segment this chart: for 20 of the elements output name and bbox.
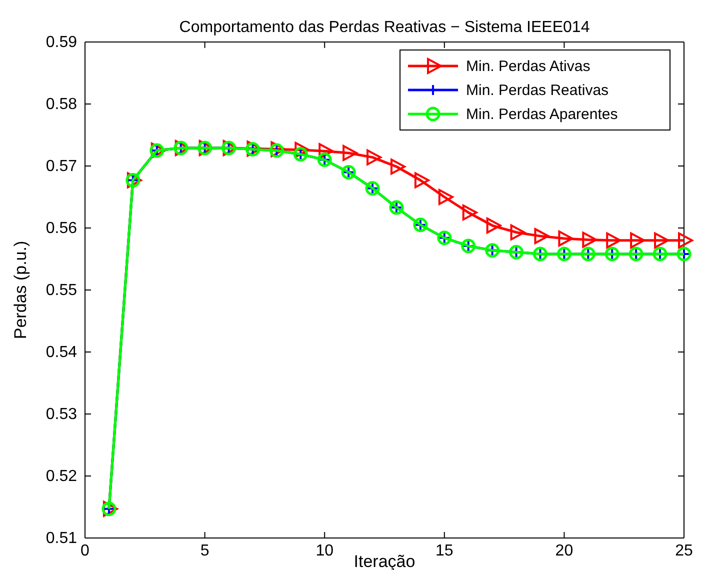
x-tick-label: 20 <box>555 542 574 560</box>
y-tick-label: 0.52 <box>46 468 78 486</box>
y-tick-label: 0.59 <box>46 34 78 52</box>
x-tick-label: 15 <box>436 542 454 560</box>
x-tick-label: 10 <box>316 542 334 560</box>
y-tick-label: 0.56 <box>46 220 78 238</box>
y-tick-label: 0.54 <box>46 344 78 362</box>
y-tick-label: 0.53 <box>46 406 78 424</box>
y-tick-label: 0.58 <box>46 96 78 114</box>
y-tick-label: 0.57 <box>46 158 78 176</box>
x-tick-label: 25 <box>675 542 693 560</box>
legend-label: Min. Perdas Ativas <box>466 58 590 75</box>
x-tick-label: 5 <box>200 542 210 560</box>
y-tick-label: 0.51 <box>46 530 78 548</box>
x-tick-label: 0 <box>80 542 90 560</box>
chart-title: Comportamento das Perdas Reativas − Sistema IEEE014 <box>179 19 590 36</box>
y-axis-title: Perdas (p.u.) <box>11 240 30 340</box>
legend-label: Min. Perdas Reativas <box>466 82 609 99</box>
legend-label: Min. Perdas Aparentes <box>466 106 618 123</box>
y-tick-label: 0.55 <box>46 282 78 300</box>
